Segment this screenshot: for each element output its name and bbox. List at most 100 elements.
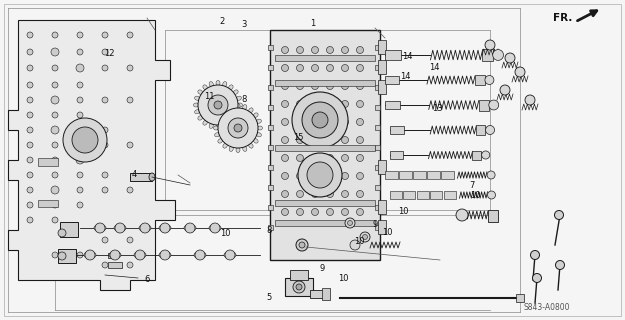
Circle shape [208, 95, 228, 115]
Bar [268, 185, 273, 190]
Circle shape [135, 250, 145, 260]
Bar [482, 49, 493, 61]
Text: 9: 9 [372, 220, 378, 228]
Circle shape [77, 172, 83, 178]
Text: 10: 10 [470, 191, 480, 200]
Circle shape [356, 100, 364, 108]
Ellipse shape [198, 116, 202, 120]
Circle shape [298, 153, 342, 197]
Bar [378, 80, 386, 94]
Circle shape [505, 53, 515, 63]
Circle shape [296, 190, 304, 197]
Bar [404, 191, 416, 199]
Circle shape [299, 242, 305, 248]
Circle shape [356, 209, 364, 215]
Circle shape [58, 252, 66, 260]
Ellipse shape [236, 96, 241, 100]
Circle shape [140, 223, 150, 233]
Bar [322, 288, 330, 300]
Circle shape [58, 229, 66, 237]
Circle shape [302, 102, 338, 138]
Text: 3: 3 [241, 20, 246, 29]
Circle shape [281, 172, 289, 180]
Text: 8: 8 [241, 95, 246, 104]
Ellipse shape [234, 116, 238, 120]
Circle shape [311, 83, 319, 90]
Circle shape [281, 100, 289, 108]
Circle shape [27, 97, 33, 103]
Bar [375, 185, 380, 190]
Bar [275, 200, 375, 206]
Circle shape [77, 252, 83, 258]
Bar [444, 191, 456, 199]
Bar [385, 100, 400, 109]
Bar [268, 65, 273, 70]
Circle shape [296, 155, 304, 162]
Ellipse shape [94, 225, 106, 231]
Bar [390, 151, 403, 159]
Ellipse shape [223, 108, 228, 113]
Circle shape [77, 127, 83, 133]
Circle shape [326, 137, 334, 143]
Circle shape [102, 262, 108, 268]
Circle shape [27, 142, 33, 148]
Bar [378, 60, 386, 74]
Ellipse shape [214, 126, 219, 130]
Text: 4: 4 [132, 170, 137, 179]
Circle shape [312, 112, 328, 128]
Circle shape [281, 118, 289, 125]
Bar [270, 30, 380, 260]
Circle shape [341, 190, 349, 197]
Circle shape [195, 250, 205, 260]
Circle shape [27, 217, 33, 223]
Circle shape [356, 155, 364, 162]
Circle shape [326, 155, 334, 162]
Text: 12: 12 [104, 49, 114, 58]
Bar [268, 225, 273, 230]
Bar [268, 85, 273, 90]
Circle shape [525, 95, 535, 105]
Circle shape [27, 127, 33, 133]
Bar [417, 191, 429, 199]
Circle shape [515, 67, 525, 77]
Circle shape [296, 284, 302, 290]
Circle shape [102, 187, 108, 193]
Ellipse shape [218, 139, 222, 143]
Circle shape [296, 100, 304, 108]
Bar [268, 45, 273, 50]
Ellipse shape [109, 252, 121, 259]
Circle shape [127, 187, 133, 193]
Circle shape [492, 50, 504, 60]
Circle shape [160, 223, 170, 233]
Circle shape [311, 100, 319, 108]
Circle shape [27, 202, 33, 208]
Circle shape [326, 46, 334, 53]
Circle shape [482, 151, 490, 159]
Circle shape [341, 137, 349, 143]
Text: 10: 10 [398, 207, 408, 216]
Ellipse shape [84, 252, 96, 259]
Bar [385, 76, 399, 84]
Circle shape [27, 187, 33, 193]
Circle shape [77, 112, 83, 118]
Bar [488, 210, 498, 222]
Circle shape [52, 82, 58, 88]
Bar [130, 173, 152, 181]
Bar [375, 45, 380, 50]
Circle shape [296, 83, 304, 90]
Circle shape [77, 32, 83, 38]
Circle shape [326, 65, 334, 71]
Circle shape [281, 46, 289, 53]
Bar [431, 191, 442, 199]
Ellipse shape [214, 119, 219, 123]
Ellipse shape [238, 103, 242, 107]
Ellipse shape [149, 173, 155, 181]
Circle shape [341, 100, 349, 108]
Circle shape [51, 186, 59, 194]
Bar [375, 85, 380, 90]
Circle shape [296, 118, 304, 125]
Circle shape [102, 127, 108, 133]
Ellipse shape [249, 143, 253, 148]
Circle shape [456, 209, 468, 221]
Circle shape [198, 85, 238, 125]
